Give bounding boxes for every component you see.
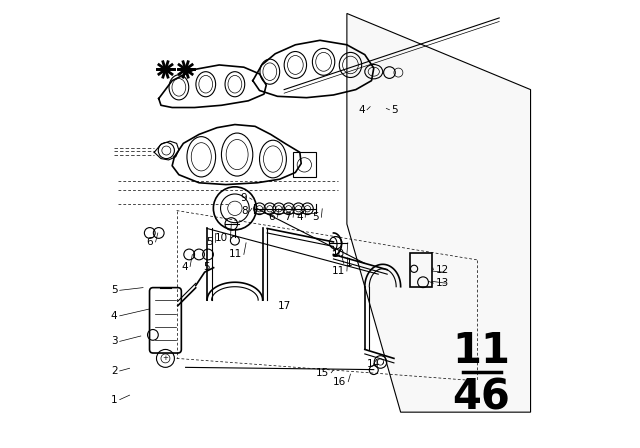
Text: 5: 5 [312, 212, 319, 222]
Text: 12: 12 [436, 265, 449, 275]
Text: 4: 4 [296, 212, 303, 222]
Text: 11: 11 [332, 266, 345, 276]
Bar [410, 253, 432, 287]
Text: 6: 6 [269, 212, 275, 222]
Text: 5: 5 [392, 105, 398, 115]
Polygon shape [347, 13, 531, 412]
Text: 46: 46 [452, 377, 510, 419]
Text: 5: 5 [204, 262, 210, 271]
Text: 10: 10 [332, 250, 345, 259]
Text: 11: 11 [228, 250, 242, 259]
Text: +: + [163, 355, 168, 362]
Text: 13: 13 [436, 278, 449, 288]
Text: 10: 10 [215, 233, 228, 243]
Text: 8: 8 [241, 207, 248, 216]
Text: 5: 5 [111, 285, 118, 295]
Text: 17: 17 [278, 301, 291, 310]
Text: 5: 5 [206, 237, 212, 247]
Text: 14: 14 [367, 359, 380, 369]
Text: 2: 2 [111, 366, 118, 376]
Text: 6: 6 [147, 237, 154, 247]
Text: 7: 7 [284, 212, 291, 222]
Text: 9: 9 [241, 193, 248, 203]
Text: 3: 3 [111, 336, 118, 346]
Text: 4: 4 [358, 105, 365, 115]
Text: 16: 16 [333, 377, 346, 387]
Bar [293, 152, 316, 177]
Text: 1: 1 [111, 395, 118, 405]
Text: 11: 11 [452, 330, 510, 372]
Text: 15: 15 [316, 368, 329, 378]
Text: 4: 4 [111, 311, 118, 321]
Text: 4: 4 [181, 262, 188, 271]
Text: 1: 1 [346, 258, 353, 268]
